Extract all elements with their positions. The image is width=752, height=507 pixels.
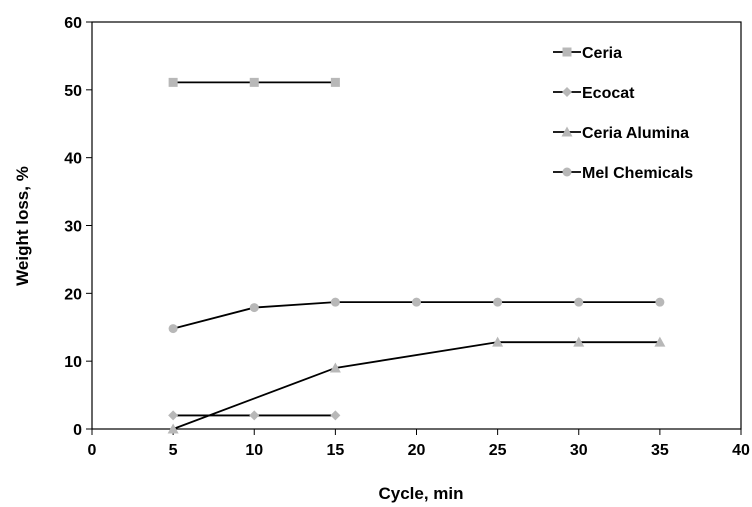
x-tick-label: 15 [326,442,344,459]
series-ceria [168,77,340,87]
data-point-mel-chemicals [249,303,259,313]
y-tick-label: 30 [64,219,82,236]
data-point-mel-chemicals [655,297,665,307]
series-mel-chemicals [168,297,665,334]
legend-item-ceria-alumina: Ceria Alumina [553,125,689,142]
data-point-ceria-alumina [492,336,504,347]
x-tick-label: 10 [245,442,263,459]
legend-item-ceria: Ceria [553,45,622,62]
x-tick-label: 20 [408,442,426,459]
legend-label: Ceria Alumina [582,125,689,142]
legend-marker [562,167,572,177]
x-tick-label: 30 [570,442,588,459]
data-point-mel-chemicals [493,297,503,307]
data-point-ceria [330,77,340,87]
legend-item-mel-chemicals: Mel Chemicals [553,165,693,182]
x-axis-ticks: 0 5 10 15 20 25 30 35 40 [88,429,750,459]
y-axis-title: Weight loss, % [13,166,32,286]
data-point-ecocat [330,410,341,421]
data-point-ceria-alumina [167,423,179,434]
data-point-mel-chemicals [330,297,340,307]
y-tick-label: 40 [64,151,82,168]
y-tick-label: 60 [64,15,82,32]
y-tick-label: 20 [64,286,82,303]
legend-item-ecocat: Ecocat [553,85,635,102]
legend-label: Mel Chemicals [582,165,693,182]
data-point-ecocat [168,410,179,421]
series-ecocat [168,410,341,421]
legend-label: Ecocat [582,85,635,102]
y-tick-label: 50 [64,83,82,100]
legend-marker [562,47,572,57]
legend-marker [561,126,573,137]
y-axis-ticks: 0 10 20 30 40 50 60 [64,15,92,439]
legend-marker [562,87,572,97]
data-point-ceria [168,77,178,87]
legend-label: Ceria [582,45,622,62]
data-point-mel-chemicals [412,297,421,307]
y-tick-label: 0 [73,422,82,439]
x-tick-label: 0 [88,442,97,459]
data-point-ceria [249,77,259,87]
data-point-ceria-alumina [573,336,585,347]
x-axis-title: Cycle, min [378,484,463,503]
data-point-ceria-alumina [329,362,341,373]
data-point-ceria-alumina [654,336,666,347]
x-tick-label: 40 [732,442,750,459]
legend: Ceria Ecocat Ceria Alumina Mel Chemicals [553,45,693,182]
data-point-ecocat [249,410,260,421]
data-point-mel-chemicals [168,324,178,334]
data-point-mel-chemicals [574,297,584,307]
x-tick-label: 25 [489,442,507,459]
x-tick-label: 35 [651,442,669,459]
y-tick-label: 10 [64,354,82,371]
series-ceria-alumina [167,336,666,434]
series-layer [167,77,666,434]
x-tick-label: 5 [169,442,178,459]
